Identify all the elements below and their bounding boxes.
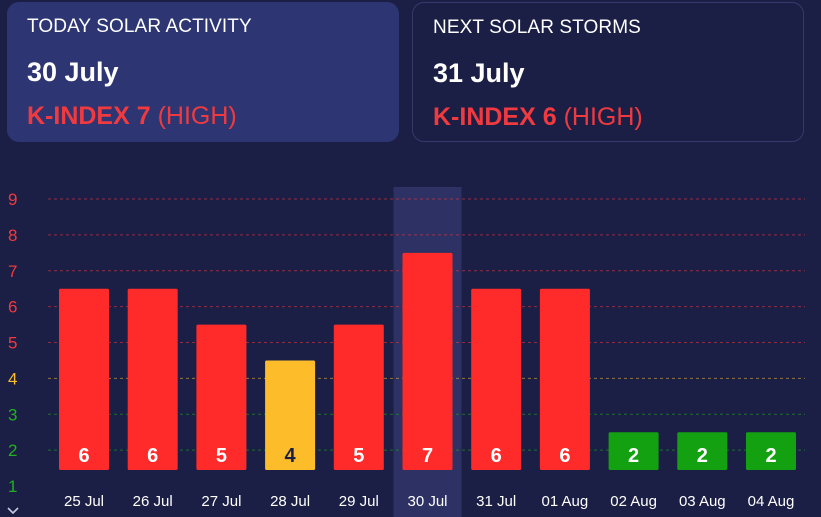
today-kindex-value: K-INDEX 7 — [27, 102, 151, 130]
today-card-title: TODAY SOLAR ACTIVITY — [27, 16, 252, 37]
y-tick-label: 4 — [8, 369, 17, 388]
y-tick-label: 2 — [8, 441, 17, 460]
bar-value-label: 2 — [765, 445, 776, 467]
y-tick-label: 8 — [8, 226, 17, 245]
x-tick-label: 28 Jul — [270, 493, 310, 510]
next-card-title: NEXT SOLAR STORMS — [433, 17, 641, 38]
bar-04-aug — [746, 432, 796, 470]
bar-01-aug — [539, 288, 590, 470]
next-solar-storms-card: NEXT SOLAR STORMS 31 July K-INDEX 6 (HIG… — [412, 2, 804, 142]
bar-31-jul — [471, 288, 522, 470]
x-tick-label: 31 Jul — [476, 493, 516, 510]
bar-value-label: 6 — [491, 445, 502, 467]
chevron-down-icon[interactable] — [6, 504, 20, 517]
bar-value-label: 2 — [628, 445, 639, 467]
bar-value-label: 4 — [285, 445, 297, 467]
x-tick-label: 02 Aug — [610, 493, 657, 510]
x-tick-label: 03 Aug — [679, 493, 726, 510]
x-tick-label: 27 Jul — [201, 493, 241, 510]
today-kindex-level: (HIGH) — [157, 102, 237, 130]
next-card-kindex: K-INDEX 6 (HIGH) — [433, 101, 783, 133]
next-kindex-level: (HIGH) — [563, 103, 643, 131]
bar-value-label: 6 — [78, 445, 89, 467]
bar-30-jul — [402, 252, 453, 470]
y-tick-label: 7 — [8, 262, 17, 281]
y-tick-label: 1 — [8, 477, 17, 496]
next-kindex-value: K-INDEX 6 — [433, 103, 557, 131]
y-tick-label: 3 — [8, 405, 17, 424]
x-tick-label: 25 Jul — [64, 493, 104, 510]
today-solar-activity-card: TODAY SOLAR ACTIVITY 30 July K-INDEX 7 (… — [7, 2, 399, 142]
x-tick-label: 29 Jul — [339, 493, 379, 510]
x-tick-label: 04 Aug — [748, 493, 795, 510]
bar-02-aug — [608, 432, 659, 470]
bar-28-jul — [265, 360, 316, 470]
bar-25-jul — [59, 288, 109, 470]
x-tick-label: 30 Jul — [407, 493, 447, 510]
x-tick-label: 26 Jul — [133, 493, 173, 510]
y-tick-label: 9 — [8, 190, 17, 209]
x-tick-label: 01 Aug — [542, 493, 589, 510]
today-card-kindex: K-INDEX 7 (HIGH) — [27, 100, 379, 132]
y-tick-label: 5 — [8, 334, 17, 353]
bar-03-aug — [677, 432, 728, 470]
bar-value-label: 5 — [216, 445, 227, 467]
bar-value-label: 5 — [353, 445, 364, 467]
bar-value-label: 6 — [147, 445, 158, 467]
today-card-date: 30 July — [27, 57, 119, 87]
bar-26-jul — [127, 288, 178, 470]
bar-value-label: 7 — [422, 445, 433, 467]
y-tick-label: 6 — [8, 298, 17, 317]
next-card-date: 31 July — [433, 58, 525, 88]
bar-value-label: 6 — [559, 445, 570, 467]
bar-29-jul — [333, 324, 384, 470]
bar-27-jul — [196, 324, 247, 470]
bar-value-label: 2 — [697, 445, 708, 467]
